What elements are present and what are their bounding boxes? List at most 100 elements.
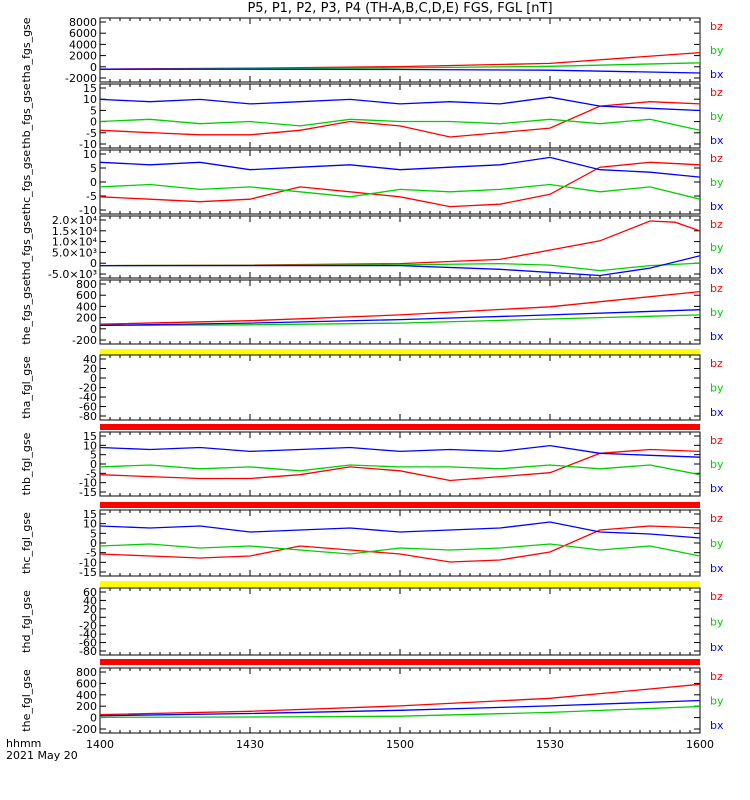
legend-bx: bx xyxy=(710,641,724,654)
y-tick-label: -5 xyxy=(86,547,97,560)
tha-fgl-data-flag-bar xyxy=(100,424,700,430)
y-tick-label: 40 xyxy=(83,594,97,607)
y-axis-label: tha_fgl_gse xyxy=(20,356,33,419)
y-tick-label: 0 xyxy=(90,116,97,129)
panel-frame xyxy=(99,431,701,497)
y-tick-label: 0 xyxy=(90,372,97,385)
series-bx xyxy=(100,521,700,539)
y-axis-label: thd_fgs_gse xyxy=(20,214,33,280)
hhmm-label: hhmm xyxy=(6,737,42,750)
y-tick-label: 40 xyxy=(83,353,97,366)
y-tick-label: 15 xyxy=(83,508,97,521)
y-tick-label: 10 xyxy=(83,439,97,452)
y-tick-label: -200 xyxy=(72,723,97,736)
panel-frame xyxy=(99,17,701,83)
y-tick-label: 400 xyxy=(76,300,97,313)
y-tick-label: 600 xyxy=(76,289,97,302)
y-tick-label: -40 xyxy=(79,391,97,404)
y-tick-label: 5.0×10³ xyxy=(52,246,97,259)
y-tick-label: -5.0×10³ xyxy=(48,268,97,281)
the-fgs-data-flag-bar xyxy=(100,349,700,355)
legend-by: by xyxy=(710,176,724,189)
y-tick-label: 0 xyxy=(90,611,97,624)
y-tick-label: 400 xyxy=(76,689,97,702)
y-tick-label: -80 xyxy=(79,410,97,423)
series-by xyxy=(100,543,700,557)
y-tick-label: -5 xyxy=(86,190,97,203)
y-tick-label: 800 xyxy=(76,278,97,291)
y-tick-label: -80 xyxy=(79,645,97,658)
y-tick-label: 800 xyxy=(76,666,97,679)
series-by xyxy=(100,118,700,131)
legend-bz: bz xyxy=(710,86,723,99)
legend-by: by xyxy=(710,537,724,550)
legend-by: by xyxy=(710,44,724,57)
legend-by: by xyxy=(710,241,724,254)
x-tick-label: 1400 xyxy=(86,738,114,751)
y-axis-label: tha_fgs_gse xyxy=(20,17,33,82)
legend-bx: bx xyxy=(710,330,724,343)
y-tick-label: 0 xyxy=(90,323,97,336)
x-tick-label: 1530 xyxy=(536,738,564,751)
y-tick-label: 0 xyxy=(90,176,97,189)
legend-bx: bx xyxy=(710,562,724,575)
y-tick-label: -15 xyxy=(79,486,97,499)
chart-title: P5, P1, P2, P3, P4 (TH-A,B,C,D,E) FGS, F… xyxy=(247,1,553,16)
series-bz xyxy=(100,290,700,325)
y-tick-label: 20 xyxy=(83,603,97,616)
y-axis-label: the_fgl_gse xyxy=(20,669,33,732)
y-tick-label: 0 xyxy=(90,712,97,725)
y-tick-label: 5 xyxy=(90,449,97,462)
legend-bx: bx xyxy=(710,200,724,213)
panel-frame xyxy=(99,667,701,734)
legend-bz: bz xyxy=(710,590,723,603)
legend-by: by xyxy=(710,382,724,395)
series-bx xyxy=(100,96,700,112)
series-by xyxy=(100,314,700,327)
series-by xyxy=(100,705,700,718)
panel-frame xyxy=(99,149,701,215)
y-tick-label: 20 xyxy=(83,363,97,376)
y-tick-label: 2000 xyxy=(69,50,97,63)
thc-fgl-data-flag-bar xyxy=(100,581,700,587)
legend-by: by xyxy=(710,458,724,471)
y-tick-label: 200 xyxy=(76,700,97,713)
series-by xyxy=(100,464,700,476)
y-tick-label: 60 xyxy=(83,586,97,599)
y-tick-label: 15 xyxy=(83,82,97,95)
series-bx xyxy=(100,444,700,458)
series-by xyxy=(100,56,700,70)
y-tick-label: 200 xyxy=(76,312,97,325)
y-tick-label: 15 xyxy=(83,430,97,443)
series-bz xyxy=(100,525,700,563)
series-bx xyxy=(100,699,700,717)
y-tick-label: 6000 xyxy=(69,27,97,40)
y-tick-label: 600 xyxy=(76,677,97,690)
legend-bz: bz xyxy=(710,152,723,165)
y-tick-label: -60 xyxy=(79,637,97,650)
series-bx xyxy=(100,68,700,82)
y-tick-label: 5 xyxy=(90,104,97,117)
panel-frame xyxy=(99,215,701,279)
legend-by: by xyxy=(710,110,724,123)
y-axis-label: thb_fgl_gse xyxy=(20,432,33,495)
date-label: 2021 May 20 xyxy=(6,749,78,762)
legend-bz: bz xyxy=(710,670,723,683)
thb-fgl-data-flag-bar xyxy=(100,502,700,508)
y-tick-label: -10 xyxy=(79,204,97,217)
panel-frame xyxy=(99,83,701,149)
legend-bz: bz xyxy=(710,282,723,295)
series-bx xyxy=(100,255,700,277)
y-tick-label: -2000 xyxy=(65,72,97,85)
y-axis-label: thb_fgs_gse xyxy=(20,83,33,149)
y-tick-label: -10 xyxy=(79,138,97,151)
y-tick-label: -60 xyxy=(79,401,97,414)
